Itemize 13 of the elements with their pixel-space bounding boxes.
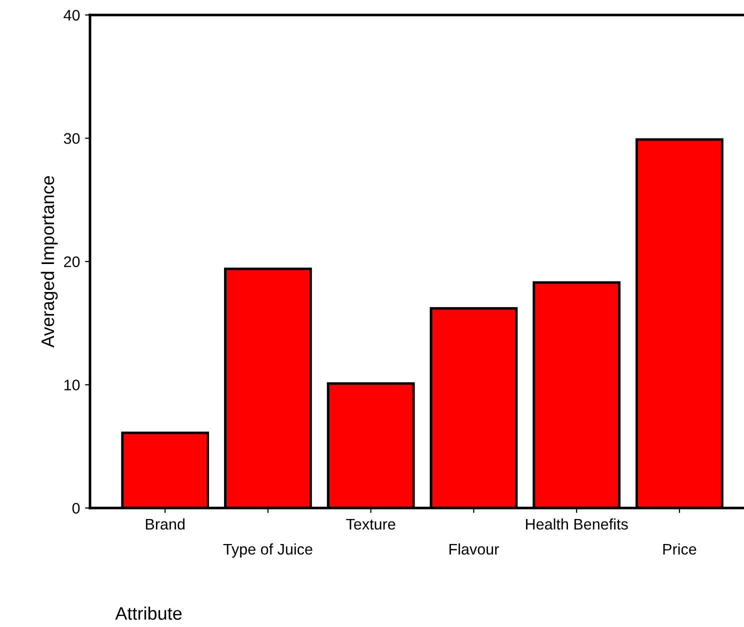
x-axis-title: Attribute [115, 606, 182, 620]
y-tick-label: 10 [64, 380, 80, 390]
x-tick-label: Flavour [450, 543, 499, 555]
y-tick-label: 0 [72, 502, 80, 514]
y-tick-label: 20 [64, 256, 80, 268]
x-tick-label: Brand [146, 518, 184, 530]
x-tick-label: Health Benefits [526, 518, 628, 530]
y-tick-label: 40 [64, 10, 80, 21]
x-tick-label: Type of Juice [223, 543, 312, 558]
x-tick-label: Texture [346, 518, 396, 530]
x-tick-label: Price [663, 543, 696, 555]
y-axis-title: Averaged Importance [40, 176, 58, 348]
y-tick-label: 30 [64, 133, 80, 144]
